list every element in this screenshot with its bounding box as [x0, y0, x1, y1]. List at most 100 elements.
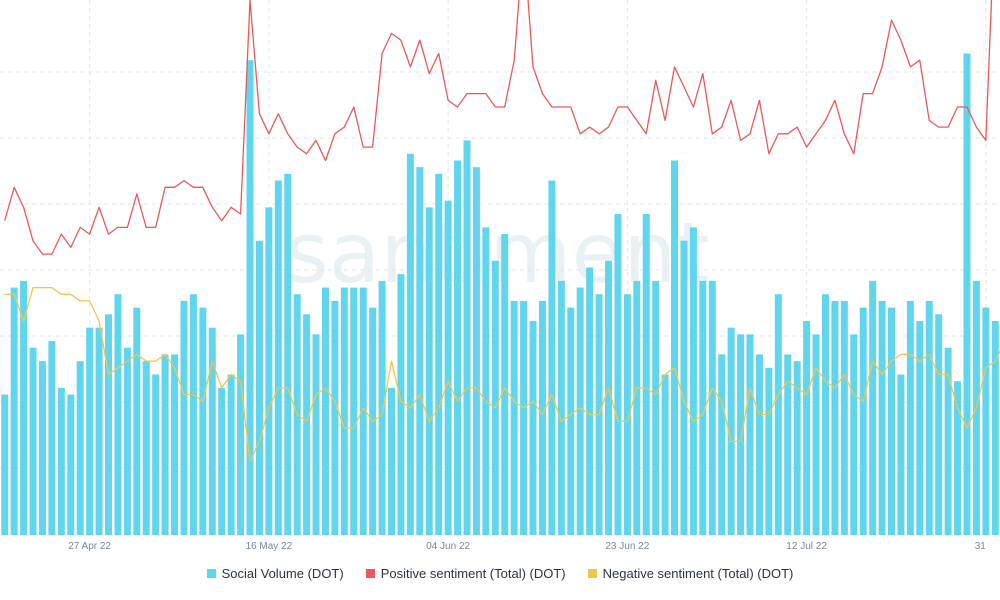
social-volume-bar[interactable] [878, 300, 886, 535]
social-volume-bar[interactable] [755, 354, 763, 535]
social-volume-bar[interactable] [859, 307, 867, 535]
social-volume-bar[interactable] [576, 287, 584, 535]
social-volume-bar[interactable] [67, 394, 75, 535]
social-volume-bar[interactable] [671, 160, 679, 536]
social-volume-bar[interactable] [48, 341, 56, 535]
social-volume-bar[interactable] [180, 300, 188, 535]
social-volume-bar[interactable] [350, 287, 358, 535]
social-volume-bar[interactable] [661, 374, 669, 536]
social-volume-bar[interactable] [189, 294, 197, 535]
social-volume-bar[interactable] [359, 287, 367, 535]
social-volume-bar[interactable] [199, 307, 207, 535]
social-volume-bar[interactable] [416, 167, 424, 535]
social-volume-bar[interactable] [803, 321, 811, 535]
social-volume-bar[interactable] [888, 307, 895, 535]
social-volume-bar[interactable] [586, 267, 594, 536]
social-volume-bar[interactable] [784, 354, 792, 535]
social-volume-bar[interactable] [397, 274, 405, 535]
social-volume-bar[interactable] [982, 307, 990, 535]
social-volume-bar[interactable] [29, 347, 37, 535]
social-volume-bar[interactable] [76, 361, 84, 535]
social-volume-bar[interactable] [406, 153, 414, 535]
social-volume-bar[interactable] [510, 300, 518, 535]
social-volume-bar[interactable] [869, 280, 877, 535]
social-volume-bar[interactable] [916, 321, 924, 535]
social-volume-bar[interactable] [482, 227, 490, 535]
social-volume-bar[interactable] [378, 280, 386, 535]
social-volume-bar[interactable] [321, 287, 329, 535]
social-volume-bar[interactable] [133, 307, 141, 535]
social-volume-bar[interactable] [20, 280, 28, 535]
social-volume-bar[interactable] [425, 207, 433, 535]
social-volume-bar[interactable] [605, 260, 612, 535]
legend-item-positive-sentiment[interactable]: Positive sentiment (Total) (DOT) [365, 566, 566, 581]
social-volume-bar[interactable] [520, 300, 528, 535]
social-volume-bar[interactable] [840, 300, 848, 535]
social-volume-bar[interactable] [991, 321, 999, 535]
social-volume-bar[interactable] [255, 240, 263, 535]
social-volume-bar[interactable] [435, 173, 443, 535]
social-volume-bar[interactable] [472, 167, 480, 535]
social-volume-bar[interactable] [312, 334, 320, 535]
social-volume-bar[interactable] [831, 300, 839, 535]
social-volume-bar[interactable] [57, 387, 65, 535]
social-volume-bar[interactable] [227, 374, 235, 536]
social-volume-bar[interactable] [850, 334, 858, 535]
social-volume-bar[interactable] [105, 314, 112, 535]
social-volume-bar[interactable] [746, 334, 754, 535]
social-volume-bar[interactable] [114, 294, 122, 535]
social-volume-bar[interactable] [689, 227, 697, 535]
positive-sentiment-line[interactable] [4, 0, 1000, 255]
social-volume-bar[interactable] [633, 280, 641, 535]
social-volume-bar[interactable] [529, 321, 537, 535]
social-volume-bar[interactable] [303, 314, 311, 535]
social-volume-bar[interactable] [171, 354, 179, 535]
social-volume-bar[interactable] [680, 240, 688, 535]
social-volume-bar[interactable] [491, 260, 499, 535]
social-volume-bar[interactable] [727, 327, 735, 535]
social-volume-bar[interactable] [218, 387, 226, 535]
social-volume-bar[interactable] [274, 180, 282, 535]
legend-item-negative-sentiment[interactable]: Negative sentiment (Total) (DOT) [587, 566, 793, 581]
social-volume-bar[interactable] [340, 287, 348, 535]
social-volume-bar[interactable] [708, 280, 716, 535]
social-volume-bar[interactable] [86, 327, 94, 535]
social-volume-bar[interactable] [642, 214, 650, 535]
social-volume-bar[interactable] [906, 300, 914, 535]
social-volume-bar[interactable] [567, 307, 575, 535]
social-volume-bar[interactable] [774, 294, 782, 535]
social-volume-bar[interactable] [925, 300, 933, 535]
social-volume-bar[interactable] [897, 374, 905, 536]
social-volume-bar[interactable] [265, 207, 273, 535]
legend-item-social-volume[interactable]: Social Volume (DOT) [206, 566, 344, 581]
social-volume-bar[interactable] [954, 381, 962, 535]
social-volume-bar[interactable] [538, 300, 546, 535]
negative-sentiment-line[interactable] [4, 286, 1000, 463]
social-volume-bar[interactable] [284, 173, 292, 535]
social-volume-bar[interactable] [1, 394, 9, 535]
social-volume-bar[interactable] [963, 53, 971, 536]
social-volume-bar[interactable] [142, 361, 150, 535]
social-volume-bar[interactable] [812, 334, 820, 535]
social-volume-bar[interactable] [623, 294, 631, 535]
social-volume-bar[interactable] [699, 280, 707, 535]
social-volume-bar[interactable] [557, 280, 565, 535]
social-volume-bar[interactable] [38, 361, 46, 535]
social-volume-bar[interactable] [737, 334, 745, 535]
social-volume-bar[interactable] [548, 180, 556, 535]
social-volume-bar[interactable] [10, 287, 18, 535]
social-volume-bar[interactable] [331, 300, 339, 535]
social-volume-bar[interactable] [444, 200, 452, 535]
social-volume-bar[interactable] [388, 387, 395, 535]
social-volume-bar[interactable] [935, 314, 943, 535]
social-volume-bar[interactable] [614, 214, 622, 535]
social-volume-bar[interactable] [821, 294, 829, 535]
social-volume-bar[interactable] [793, 361, 801, 535]
social-volume-bar[interactable] [454, 160, 462, 536]
social-volume-bar[interactable] [652, 280, 660, 535]
social-volume-bar[interactable] [208, 327, 216, 535]
social-volume-bar[interactable] [718, 354, 726, 535]
social-volume-bar[interactable] [161, 354, 169, 535]
social-volume-bar[interactable] [237, 334, 245, 535]
social-volume-bar[interactable] [246, 60, 254, 535]
